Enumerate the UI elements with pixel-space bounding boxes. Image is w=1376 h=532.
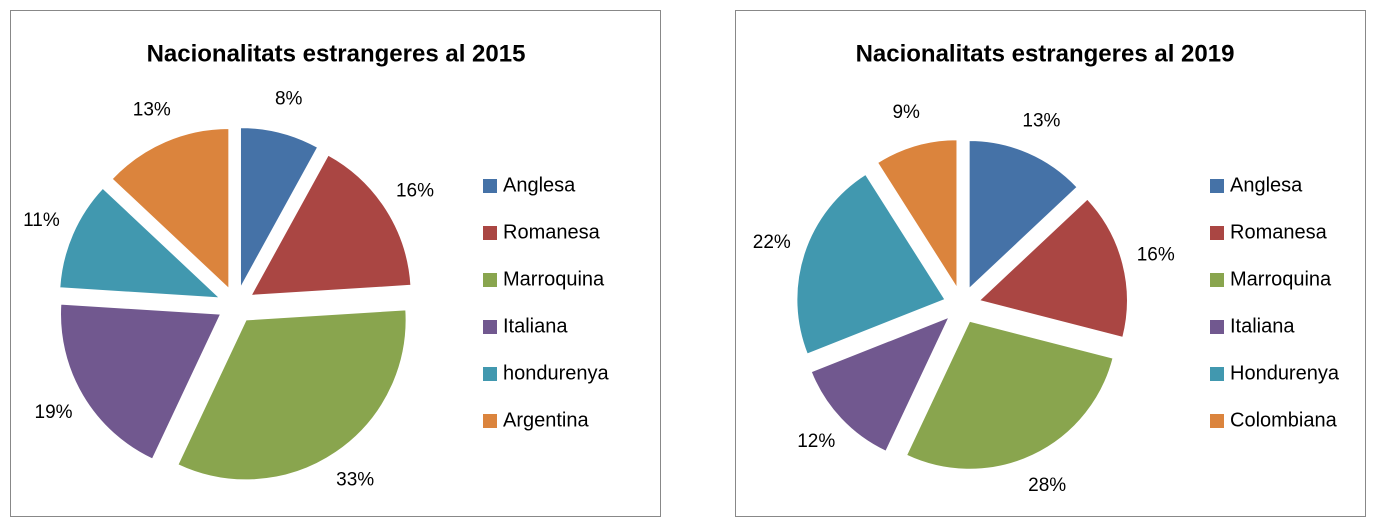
pie-slice (60, 303, 222, 460)
legend-label: Anglesa (503, 174, 576, 196)
legend-label: Marroquina (1230, 268, 1332, 290)
data-label: 11% (23, 210, 60, 231)
legend-label: Colombiana (1230, 409, 1338, 431)
data-label: 33% (336, 469, 374, 490)
legend-label: Romanesa (503, 221, 601, 243)
legend-label: Marroquina (503, 268, 605, 290)
legend-swatch (1210, 273, 1224, 287)
legend-swatch (1210, 179, 1224, 193)
legend-label: Anglesa (1230, 174, 1303, 196)
legend-swatch (1210, 226, 1224, 240)
data-label: 19% (35, 402, 73, 423)
pie-slice (177, 309, 407, 481)
legend-swatch (483, 320, 497, 334)
legend-label: Hondurenya (1230, 362, 1340, 384)
data-label: 28% (1028, 475, 1066, 496)
data-label: 13% (1022, 110, 1060, 131)
data-label: 9% (892, 102, 920, 123)
pie-slice (876, 139, 958, 290)
chart-title: Nacionalitats estrangeres al 2015 (147, 40, 526, 67)
pie-slice (810, 316, 950, 452)
legend-label: Romanesa (1230, 221, 1328, 243)
pie-slice (905, 320, 1114, 470)
pie-slice (978, 198, 1128, 338)
pie-slice (968, 139, 1078, 290)
data-label: 16% (396, 180, 434, 201)
legend-label: hondurenya (503, 362, 610, 384)
data-label: 22% (753, 232, 791, 253)
legend-swatch (483, 179, 497, 193)
data-label: 16% (1137, 244, 1175, 265)
legend-label: Italiana (503, 315, 568, 337)
pie-slice (111, 127, 230, 290)
legend-swatch (1210, 414, 1224, 428)
pie-slice (796, 173, 946, 355)
chart-title: Nacionalitats estrangeres al 2019 (856, 40, 1235, 67)
legend-swatch (483, 367, 497, 381)
data-label: 8% (275, 89, 303, 110)
pie-slice (59, 187, 221, 299)
data-label: 12% (797, 431, 835, 452)
pie-slice (239, 127, 319, 288)
data-label: 13% (133, 99, 171, 120)
pie-slice (250, 154, 412, 296)
legend-swatch (483, 414, 497, 428)
legend-swatch (483, 273, 497, 287)
legend-label: Argentina (503, 409, 589, 431)
legend-swatch (1210, 367, 1224, 381)
legend-label: Italiana (1230, 315, 1295, 337)
legend-swatch (1210, 320, 1224, 334)
legend-swatch (483, 226, 497, 240)
